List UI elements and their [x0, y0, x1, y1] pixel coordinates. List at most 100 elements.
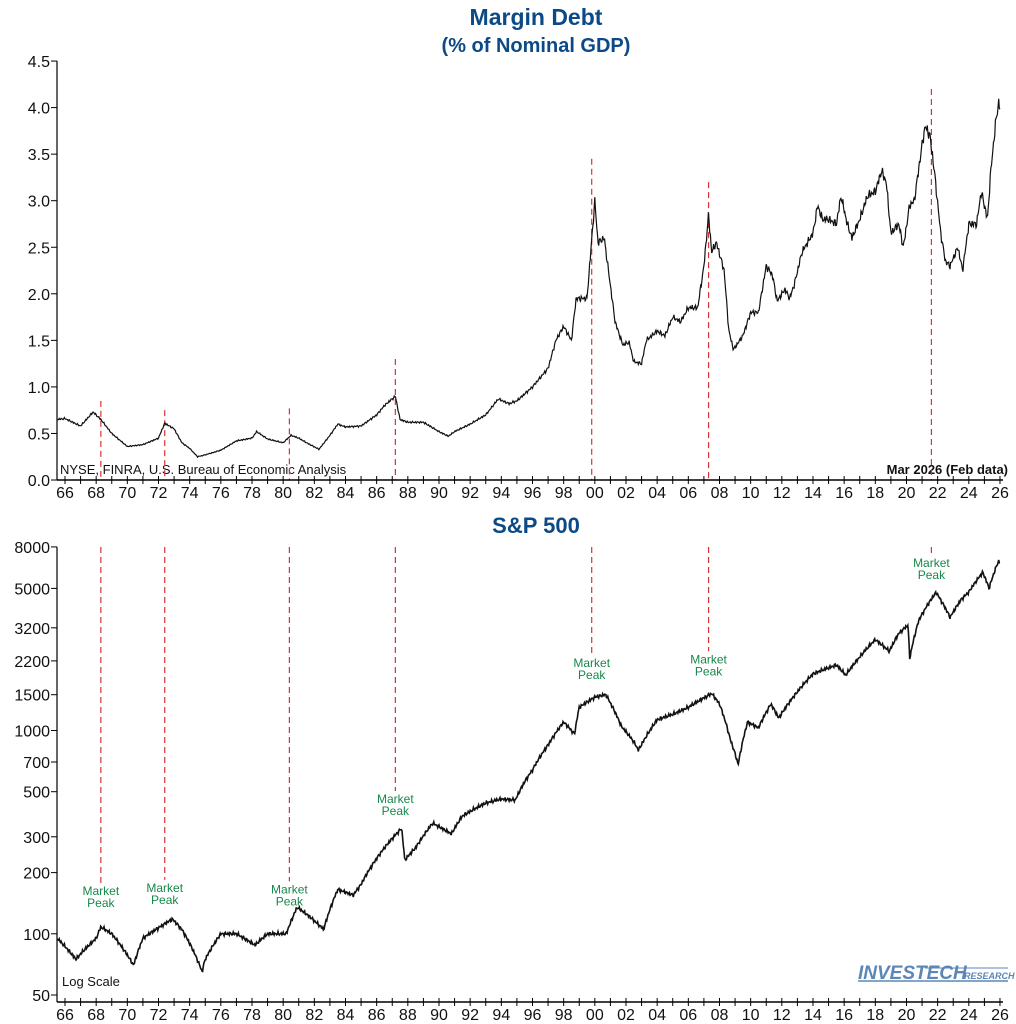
market-peak-label: Market — [82, 884, 119, 898]
x-tick-label-0: 00 — [586, 485, 604, 502]
x-tick-label-0: 22 — [929, 485, 947, 502]
x-tick-label-1: 96 — [524, 1007, 542, 1024]
x-tick-label-1: 76 — [212, 1007, 230, 1024]
x-tick-label-1: 92 — [461, 1007, 479, 1024]
x-tick-label-1: 00 — [586, 1007, 604, 1024]
x-tick-label-0: 12 — [773, 485, 791, 502]
y-tick-label-1: 700 — [23, 755, 50, 772]
y-tick-label-0: 4.5 — [28, 54, 50, 71]
market-peak-label: Peak — [918, 568, 946, 582]
x-tick-label-1: 08 — [711, 1007, 729, 1024]
series-line-0 — [57, 98, 1001, 459]
market-peak-label: Peak — [382, 804, 410, 818]
x-tick-label-1: 86 — [368, 1007, 386, 1024]
x-tick-label-0: 14 — [804, 485, 822, 502]
x-tick-label-0: 92 — [461, 485, 479, 502]
y-tick-label-0: 2.5 — [28, 240, 50, 257]
x-tick-label-1: 94 — [492, 1007, 510, 1024]
x-tick-label-1: 20 — [898, 1007, 916, 1024]
x-tick-label-0: 24 — [960, 485, 978, 502]
x-tick-label-1: 82 — [305, 1007, 323, 1024]
y-tick-label-1: 1500 — [14, 688, 50, 705]
y-tick-label-1: 5000 — [14, 581, 50, 598]
x-tick-label-0: 66 — [56, 485, 74, 502]
y-tick-label-1: 2200 — [14, 654, 50, 671]
market-peak-label: Peak — [87, 896, 115, 910]
x-tick-label-1: 78 — [243, 1007, 261, 1024]
y-tick-label-0: 0.5 — [28, 426, 50, 443]
x-tick-label-1: 74 — [181, 1007, 199, 1024]
y-tick-label-0: 3.5 — [28, 147, 50, 164]
x-tick-label-0: 20 — [898, 485, 916, 502]
x-tick-label-1: 72 — [150, 1007, 168, 1024]
x-tick-label-1: 18 — [866, 1007, 884, 1024]
x-tick-label-0: 16 — [835, 485, 853, 502]
x-tick-label-1: 02 — [617, 1007, 635, 1024]
y-tick-label-1: 3200 — [14, 621, 50, 638]
y-tick-label-1: 50 — [32, 988, 50, 1005]
market-peak-label: Market — [573, 656, 610, 670]
y-tick-label-1: 1000 — [14, 724, 50, 741]
x-tick-label-0: 88 — [399, 485, 417, 502]
x-tick-label-1: 12 — [773, 1007, 791, 1024]
series-line-1 — [56, 559, 1001, 973]
x-tick-label-0: 70 — [118, 485, 136, 502]
x-tick-label-0: 80 — [274, 485, 292, 502]
x-tick-label-0: 68 — [87, 485, 105, 502]
y-tick-label-1: 8000 — [14, 540, 50, 557]
x-tick-label-1: 04 — [648, 1007, 666, 1024]
logo-main: INVESTECH — [858, 963, 968, 984]
y-tick-label-1: 100 — [23, 927, 50, 944]
date-note: Mar 2026 (Feb data) — [887, 462, 1008, 477]
x-tick-label-0: 94 — [492, 485, 510, 502]
x-tick-label-1: 88 — [399, 1007, 417, 1024]
market-peak-label: Peak — [578, 668, 606, 682]
x-tick-label-1: 06 — [679, 1007, 697, 1024]
x-tick-label-1: 66 — [56, 1007, 74, 1024]
x-tick-label-1: 80 — [274, 1007, 292, 1024]
x-tick-label-0: 82 — [305, 485, 323, 502]
market-peak-label: Market — [377, 792, 414, 806]
x-tick-label-0: 18 — [866, 485, 884, 502]
x-tick-label-0: 90 — [430, 485, 448, 502]
source-note: NYSE, FINRA, U.S. Bureau of Economic Ana… — [60, 462, 347, 477]
market-peak-label: Market — [146, 881, 183, 895]
x-tick-label-1: 90 — [430, 1007, 448, 1024]
y-tick-label-0: 2.0 — [28, 287, 50, 304]
x-tick-label-0: 76 — [212, 485, 230, 502]
market-peak-label: Peak — [695, 664, 723, 678]
x-tick-label-1: 22 — [929, 1007, 947, 1024]
x-tick-label-1: 98 — [555, 1007, 573, 1024]
x-tick-label-0: 86 — [368, 485, 386, 502]
x-tick-label-0: 06 — [679, 485, 697, 502]
top-chart-subtitle: (% of Nominal GDP) — [442, 35, 631, 57]
x-tick-label-1: 68 — [87, 1007, 105, 1024]
bottom-chart-title: S&P 500 — [492, 513, 580, 538]
x-tick-label-1: 84 — [337, 1007, 355, 1024]
x-tick-label-1: 24 — [960, 1007, 978, 1024]
market-peak-label: Market — [690, 652, 727, 666]
x-tick-label-0: 04 — [648, 485, 666, 502]
y-tick-label-1: 300 — [23, 830, 50, 847]
x-tick-label-0: 84 — [337, 485, 355, 502]
x-tick-label-0: 72 — [150, 485, 168, 502]
x-tick-label-0: 78 — [243, 485, 261, 502]
y-tick-label-0: 1.5 — [28, 333, 50, 350]
market-peak-label: Market — [913, 556, 950, 570]
x-tick-label-0: 08 — [711, 485, 729, 502]
y-tick-label-0: 1.0 — [28, 380, 50, 397]
market-peak-label: Peak — [276, 894, 304, 908]
y-tick-label-1: 200 — [23, 866, 50, 883]
y-tick-label-0: 4.0 — [28, 101, 50, 118]
x-tick-label-0: 96 — [524, 485, 542, 502]
y-tick-label-0: 3.0 — [28, 194, 50, 211]
y-tick-label-0: 0.0 — [28, 473, 50, 490]
x-tick-label-1: 16 — [835, 1007, 853, 1024]
logo-sub: RESEARCH — [964, 971, 1015, 981]
market-peak-label: Market — [271, 882, 308, 896]
x-tick-label-0: 98 — [555, 485, 573, 502]
investech-logo: INVESTECH RESEARCH — [858, 963, 1015, 984]
x-tick-label-0: 02 — [617, 485, 635, 502]
x-tick-label-0: 74 — [181, 485, 199, 502]
log-scale-note: Log Scale — [62, 974, 120, 989]
